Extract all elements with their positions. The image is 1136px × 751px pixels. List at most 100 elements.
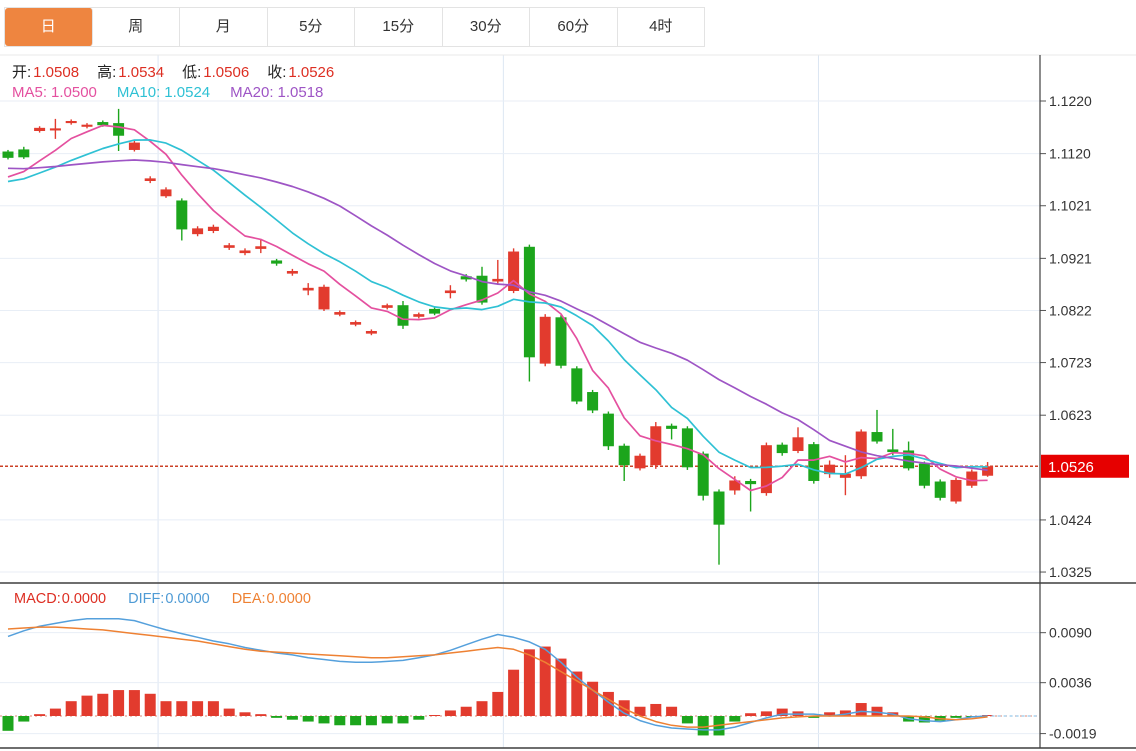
- candle-up[interactable]: [966, 471, 978, 486]
- macd-bar-positive[interactable]: [492, 691, 504, 716]
- macd-bar-positive[interactable]: [223, 708, 235, 716]
- candle-up[interactable]: [334, 312, 346, 315]
- candle-up[interactable]: [207, 226, 219, 231]
- candle-up[interactable]: [302, 287, 314, 291]
- macd-bar-negative[interactable]: [381, 716, 393, 724]
- tab-timeframe-5[interactable]: 30分: [442, 8, 530, 46]
- tab-timeframe-4[interactable]: 15分: [355, 8, 443, 46]
- macd-bar-negative[interactable]: [334, 716, 346, 726]
- macd-bar-negative[interactable]: [697, 716, 709, 736]
- candle-up[interactable]: [223, 245, 235, 248]
- macd-bar-negative[interactable]: [397, 716, 409, 724]
- macd-bar-positive[interactable]: [855, 703, 867, 716]
- candle-down[interactable]: [618, 445, 630, 466]
- candle-down[interactable]: [602, 413, 614, 447]
- tab-timeframe-0[interactable]: 日: [5, 8, 93, 46]
- macd-bar-positive[interactable]: [239, 712, 251, 716]
- macd-bar-positive[interactable]: [160, 701, 172, 716]
- candle-down[interactable]: [2, 151, 14, 158]
- macd-bar-positive[interactable]: [429, 715, 441, 716]
- candle-down[interactable]: [97, 122, 109, 126]
- candle-up[interactable]: [144, 178, 156, 181]
- candle-down[interactable]: [934, 481, 946, 498]
- macd-bar-positive[interactable]: [460, 706, 472, 716]
- candle-up[interactable]: [760, 445, 772, 494]
- macd-bar-positive[interactable]: [444, 710, 456, 716]
- macd-bar-negative[interactable]: [365, 716, 377, 726]
- candle-up[interactable]: [824, 464, 836, 475]
- candle-up[interactable]: [81, 124, 93, 127]
- candle-up[interactable]: [855, 431, 867, 477]
- macd-bar-negative[interactable]: [2, 716, 14, 731]
- candle-down[interactable]: [113, 123, 125, 136]
- macd-bar-positive[interactable]: [128, 690, 140, 716]
- candle-down[interactable]: [776, 444, 788, 454]
- candle-up[interactable]: [49, 128, 61, 131]
- candle-down[interactable]: [571, 368, 583, 402]
- macd-bar-positive[interactable]: [539, 646, 551, 716]
- macd-bar-negative[interactable]: [286, 716, 298, 720]
- macd-bar-positive[interactable]: [113, 690, 125, 716]
- tab-timeframe-7[interactable]: 4时: [617, 8, 704, 46]
- candle-up[interactable]: [792, 437, 804, 451]
- candle-up[interactable]: [286, 270, 298, 274]
- macd-bar-negative[interactable]: [318, 716, 330, 724]
- macd-bar-positive[interactable]: [634, 706, 646, 716]
- macd-bar-positive[interactable]: [745, 713, 757, 716]
- candle-up[interactable]: [508, 251, 520, 291]
- macd-bar-negative[interactable]: [18, 716, 30, 722]
- candle-up[interactable]: [128, 142, 140, 150]
- candle-up[interactable]: [982, 466, 994, 476]
- candle-up[interactable]: [381, 305, 393, 308]
- macd-bar-positive[interactable]: [523, 649, 535, 716]
- candle-up[interactable]: [650, 426, 662, 466]
- tab-timeframe-6[interactable]: 60分: [530, 8, 618, 46]
- macd-bar-negative[interactable]: [950, 716, 962, 718]
- candle-up[interactable]: [192, 228, 204, 235]
- candle-up[interactable]: [160, 189, 172, 197]
- tab-timeframe-2[interactable]: 月: [180, 8, 268, 46]
- macd-bar-positive[interactable]: [508, 669, 520, 716]
- macd-bar-positive[interactable]: [871, 706, 883, 716]
- candle-up[interactable]: [729, 480, 741, 491]
- candle-down[interactable]: [271, 260, 283, 264]
- macd-bar-positive[interactable]: [144, 693, 156, 716]
- candle-up[interactable]: [492, 278, 504, 282]
- macd-bar-positive[interactable]: [81, 695, 93, 716]
- macd-bar-positive[interactable]: [176, 701, 188, 716]
- macd-bar-negative[interactable]: [302, 716, 314, 722]
- macd-bar-positive[interactable]: [192, 701, 204, 716]
- macd-bar-positive[interactable]: [839, 710, 851, 716]
- macd-bar-positive[interactable]: [824, 712, 836, 716]
- candle-down[interactable]: [429, 308, 441, 314]
- candle-up[interactable]: [365, 330, 377, 334]
- candle-down[interactable]: [697, 453, 709, 496]
- candle-up[interactable]: [350, 322, 362, 325]
- candle-down[interactable]: [555, 317, 567, 366]
- macd-bar-negative[interactable]: [918, 716, 930, 723]
- candle-up[interactable]: [318, 286, 330, 310]
- macd-bar-positive[interactable]: [760, 711, 772, 716]
- candle-down[interactable]: [887, 449, 899, 453]
- macd-bar-positive[interactable]: [587, 681, 599, 716]
- macd-bar-negative[interactable]: [350, 716, 362, 726]
- macd-bar-positive[interactable]: [255, 714, 267, 716]
- macd-bar-positive[interactable]: [97, 693, 109, 716]
- candle-up[interactable]: [950, 479, 962, 502]
- macd-bar-negative[interactable]: [808, 716, 820, 718]
- tab-timeframe-1[interactable]: 周: [92, 8, 180, 46]
- candle-down[interactable]: [918, 463, 930, 486]
- candle-up[interactable]: [444, 290, 456, 294]
- macd-bar-positive[interactable]: [650, 703, 662, 716]
- candle-down[interactable]: [476, 275, 488, 303]
- candle-down[interactable]: [871, 432, 883, 442]
- candle-up[interactable]: [255, 246, 267, 249]
- candle-up[interactable]: [65, 120, 77, 124]
- tab-timeframe-3[interactable]: 5分: [267, 8, 355, 46]
- candle-down[interactable]: [587, 392, 599, 411]
- candle-down[interactable]: [713, 491, 725, 525]
- candle-down[interactable]: [397, 305, 409, 326]
- macd-bar-positive[interactable]: [571, 671, 583, 716]
- candle-up[interactable]: [634, 455, 646, 469]
- candle-down[interactable]: [666, 425, 678, 429]
